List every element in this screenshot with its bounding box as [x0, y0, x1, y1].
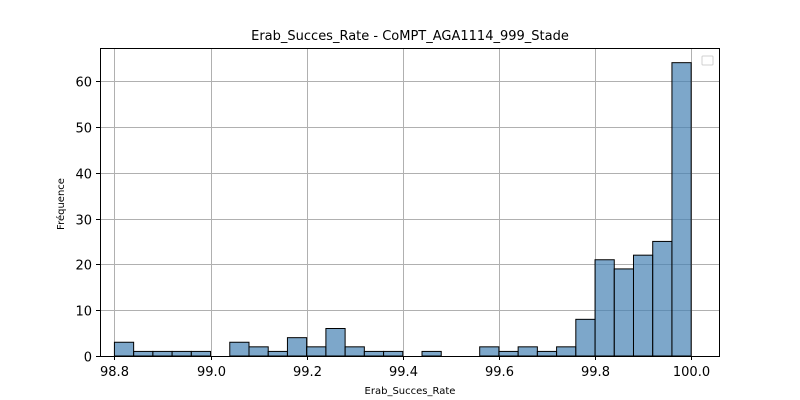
histogram-bar [594, 259, 615, 357]
x-tick-label: 99.0 [197, 365, 226, 380]
histogram-bar [190, 350, 212, 357]
histogram-bar [498, 350, 519, 357]
histogram-bar [517, 346, 538, 357]
histogram-bar [421, 350, 442, 357]
y-tick-label: 60 [75, 76, 92, 91]
histogram-bar [267, 350, 288, 357]
axis-ticks: 98.8 99.0 99.2 99.4 99.6 99.8 100.0 0 10 20 30 40 50… [75, 76, 710, 381]
y-tick-label: 40 [75, 168, 92, 183]
x-tick-label: 99.4 [389, 365, 418, 380]
y-tick-label: 10 [75, 305, 92, 320]
histogram-bar [113, 341, 135, 357]
histogram-bar [152, 350, 173, 357]
y-tick-label: 30 [75, 214, 92, 229]
histogram-bar [171, 350, 192, 357]
chart-title: Erab_Succes_Rate - CoMPT_AGA1114_999_Sta… [251, 29, 569, 44]
histogram-bar [575, 318, 596, 357]
x-tick-label: 98.8 [100, 365, 129, 380]
histogram-bar [229, 341, 250, 357]
histogram-bar [536, 350, 558, 357]
y-tick-label: 50 [75, 122, 92, 137]
y-tick-label: 0 [84, 351, 92, 366]
histogram-bar [383, 350, 404, 357]
x-tick-label: 99.2 [293, 365, 322, 380]
x-tick-label: 99.6 [485, 365, 514, 380]
plot-frame [100, 48, 720, 357]
histogram-bar [613, 268, 634, 357]
grid-lines [100, 48, 720, 357]
legend-box [701, 55, 714, 66]
histogram-bar [248, 346, 269, 357]
x-tick-label: 99.8 [581, 365, 610, 380]
histogram-bar [306, 346, 327, 357]
histogram-bar [671, 62, 692, 357]
histogram-bar [286, 337, 308, 357]
y-tick-label: 20 [75, 259, 92, 274]
histogram-bar [556, 346, 577, 357]
histogram-bar [363, 350, 385, 357]
histogram-bar [344, 346, 365, 357]
histogram-bar [652, 240, 673, 357]
histogram-bars [113, 62, 692, 357]
histogram-bar [479, 346, 500, 357]
x-axis-label: Erab_Succes_Rate [365, 386, 456, 397]
histogram-bar [632, 254, 654, 357]
histogram-bar [133, 350, 154, 357]
y-axis-label: Fréquence [55, 178, 67, 230]
x-tick-label: 100.0 [673, 365, 710, 380]
histogram-bar [325, 328, 346, 357]
